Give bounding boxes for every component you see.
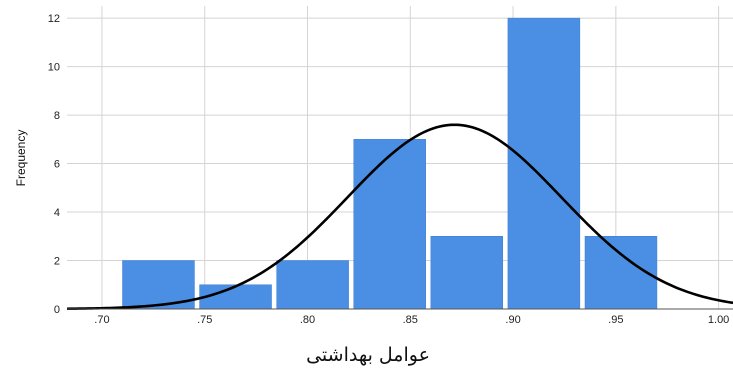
y-tick-label: 2 bbox=[54, 256, 60, 268]
y-tick-label: 12 bbox=[48, 13, 60, 25]
y-axis-label: Frequency bbox=[14, 130, 28, 187]
x-tick-label: .85 bbox=[403, 314, 418, 326]
histogram-bar bbox=[353, 139, 426, 310]
x-tick-labels: .70 .75 .80 .85 .90 .95 1.00 bbox=[94, 314, 729, 326]
x-tick-label: 1.00 bbox=[708, 314, 729, 326]
histogram-bar bbox=[430, 236, 504, 310]
x-tick-label: .70 bbox=[94, 314, 109, 326]
y-tick-label: 4 bbox=[54, 207, 60, 219]
x-tick-label: .90 bbox=[505, 314, 520, 326]
normal-curve-layer bbox=[66, 123, 733, 311]
x-tick-label: .95 bbox=[608, 314, 623, 326]
y-tick-labels: 0 2 4 6 8 10 12 bbox=[48, 13, 60, 316]
x-tick-label: .75 bbox=[197, 314, 212, 326]
x-tick-label: .80 bbox=[300, 314, 315, 326]
bars bbox=[122, 17, 658, 310]
y-tick-label: 10 bbox=[48, 62, 60, 74]
normal-curve bbox=[66, 123, 733, 311]
y-tick-label: 6 bbox=[54, 159, 60, 171]
histogram-bar bbox=[199, 284, 272, 310]
x-axis-label: عوامل بهداشتی bbox=[306, 344, 430, 366]
y-tick-label: 8 bbox=[54, 110, 60, 122]
y-tick-label: 0 bbox=[54, 304, 60, 316]
histogram-bar bbox=[507, 17, 581, 310]
histogram-bar bbox=[276, 260, 349, 310]
